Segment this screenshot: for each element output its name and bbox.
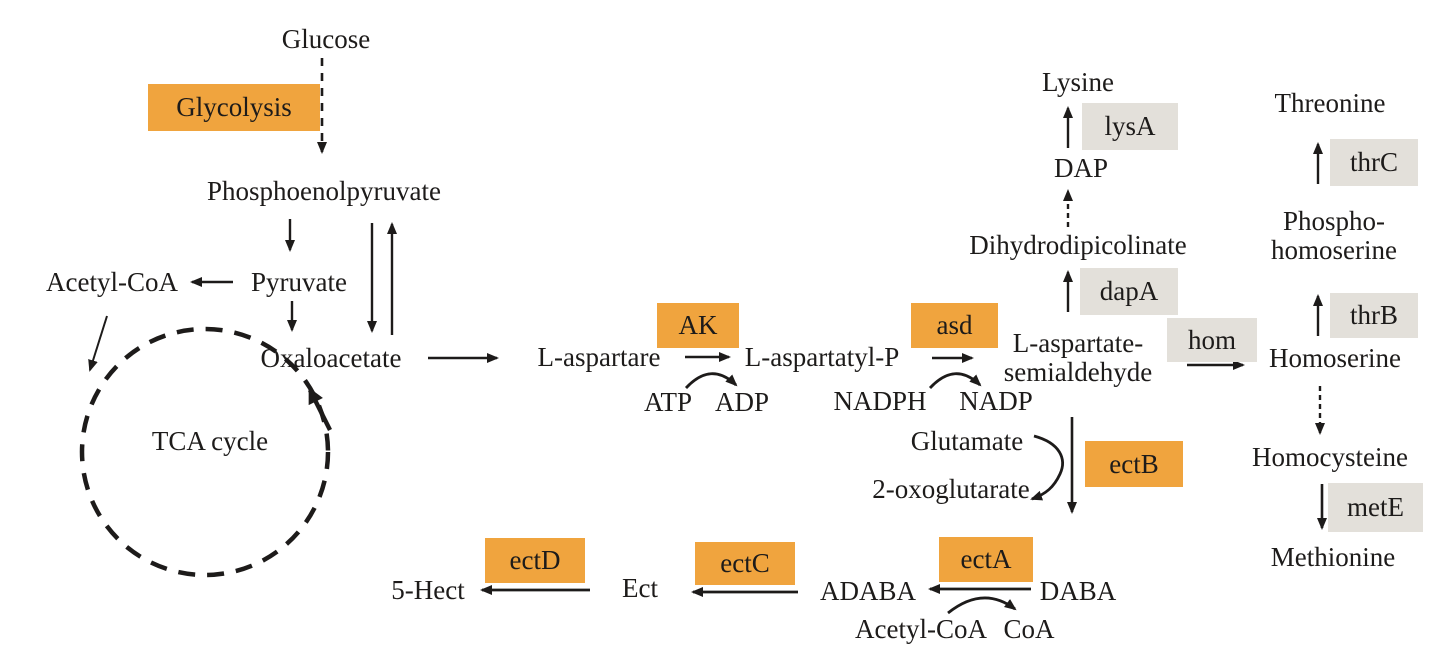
node-l-aspartare: L-aspartare xyxy=(537,341,661,372)
enzyme-box-dapa: dapA xyxy=(1080,268,1178,315)
arrow-acetylcoa-to-tca xyxy=(88,315,108,372)
arrow-tca-to-oxaloacetate xyxy=(308,387,332,431)
enzyme-box-lysa: lysA xyxy=(1082,103,1178,150)
node-adaba: ADABA xyxy=(819,575,917,606)
enzyme-box-asd: asd xyxy=(911,303,998,348)
enzyme-box-thrb: thrB xyxy=(1330,293,1418,338)
arrow-atp-to-adp xyxy=(684,372,738,389)
node-methionine: Methionine xyxy=(1270,541,1396,572)
cofactor-atp: ATP xyxy=(643,386,693,417)
enzyme-box-ectc: ectC xyxy=(695,542,795,585)
cofactor-coa: CoA xyxy=(1003,613,1055,644)
cofactor-2-oxoglutarate: 2-oxoglutarate xyxy=(872,473,1030,504)
node-phospho-homoserine-line2: homoserine xyxy=(1271,235,1397,265)
enzyme-box-ectb: ectB xyxy=(1085,441,1183,487)
node-dap: DAP xyxy=(1053,152,1109,183)
node-homoserine: Homoserine xyxy=(1269,342,1401,373)
node-lysine: Lysine xyxy=(1042,66,1114,97)
node-l-aspartate-semialdehyde-line1: L-aspartate- xyxy=(1012,328,1144,358)
node-homocysteine: Homocysteine xyxy=(1252,441,1408,472)
cofactor-adp: ADP xyxy=(714,386,770,417)
arrow-glutamate-to-oxoglutarate xyxy=(1030,434,1064,501)
enzyme-box-ectd: ectD xyxy=(485,538,585,583)
node-tca-cycle: TCA cycle xyxy=(151,425,269,456)
cofactor-nadph: NADPH xyxy=(833,385,927,416)
node-phosphoenolpyruvate: Phosphoenolpyruvate xyxy=(207,175,441,206)
node-l-aspartate-semialdehyde-line2: semialdehyde xyxy=(1003,357,1153,387)
enzyme-box-ak: AK xyxy=(657,303,739,348)
tca-cycle-circle xyxy=(79,326,331,578)
node-phospho-homoserine: Phospho- homoserine xyxy=(1271,207,1397,265)
arrow-nadph-to-nadp xyxy=(928,372,982,389)
arrow-acetylcoa-to-coa xyxy=(947,596,1017,615)
node-daba: DABA xyxy=(1039,575,1117,606)
enzyme-box-glycolysis: Glycolysis xyxy=(148,84,320,131)
enzyme-box-hom: hom xyxy=(1167,318,1257,362)
enzyme-box-thrc: thrC xyxy=(1330,139,1418,186)
cofactor-glutamate: Glutamate xyxy=(910,425,1024,456)
node-pyruvate: Pyruvate xyxy=(251,266,347,297)
enzyme-box-mete: metE xyxy=(1328,483,1423,532)
enzyme-box-ecta: ectA xyxy=(939,537,1033,582)
node-dihydrodipicolinate: Dihydrodipicolinate xyxy=(969,229,1187,260)
cofactor-acetyl-coa: Acetyl-CoA xyxy=(855,613,987,644)
node-phospho-homoserine-line1: Phospho- xyxy=(1282,206,1386,236)
cofactor-nadp: NADP xyxy=(959,385,1033,416)
node-oxaloacetate: Oxaloacetate xyxy=(260,342,402,373)
node-threonine: Threonine xyxy=(1274,87,1386,118)
node-acetyl-coa: Acetyl-CoA xyxy=(46,266,178,297)
node-l-aspartate-semialdehyde: L-aspartate- semialdehyde xyxy=(1004,329,1152,387)
node-ect: Ect xyxy=(622,572,658,603)
node-glucose: Glucose xyxy=(281,23,371,54)
node-l-aspartatyl-p: L-aspartatyl-P xyxy=(744,341,900,372)
node-5-hect: 5-Hect xyxy=(391,574,465,605)
